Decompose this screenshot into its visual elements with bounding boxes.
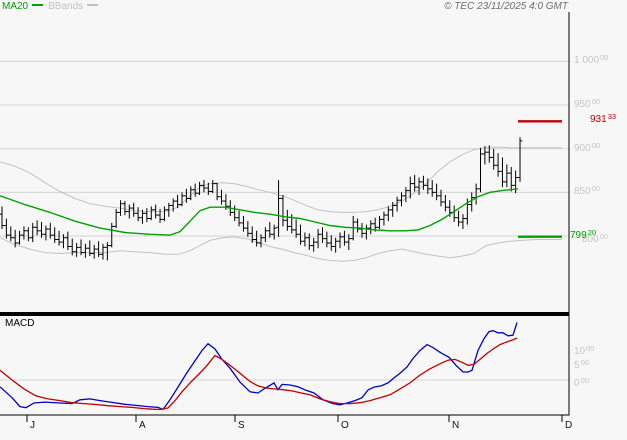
ma20-legend-label: MA20 <box>2 1 29 12</box>
bollinger-band-line <box>0 236 562 262</box>
bollinger-band-line <box>0 146 562 213</box>
price-axis-label: 95000 <box>574 97 601 111</box>
month-axis-label: D <box>565 420 573 431</box>
macd-axis-label: 000 <box>574 376 589 389</box>
price-axis-label: 80000 <box>582 232 609 245</box>
price-axis-label: 90000 <box>574 140 601 154</box>
price-axis-label: 1 00000 <box>574 53 609 67</box>
month-axis-label: N <box>452 420 460 431</box>
ohlc-bars <box>0 137 523 261</box>
month-axis-label: S <box>238 420 245 431</box>
macd-line <box>0 322 518 411</box>
panel-separator <box>0 312 569 316</box>
macd-signal-line <box>0 337 518 411</box>
support-level-label: 79920 <box>570 227 597 241</box>
resistance-level-label: 93133 <box>590 112 617 126</box>
month-axis-label: J <box>30 420 35 431</box>
macd-panel-label: MACD <box>5 318 35 329</box>
chart-legend: MA20 BBands <box>2 1 103 13</box>
month-axis-label: O <box>341 420 349 431</box>
bbands-legend-swatch <box>87 4 99 6</box>
ma20-line <box>0 188 519 236</box>
bbands-legend-label: BBands <box>48 1 84 12</box>
price-axis-label: 85000 <box>574 184 601 198</box>
copyright-text: © TEC 23/11/2025 4:0 GMT <box>444 1 568 12</box>
macd-axis-label: 500 <box>574 358 589 372</box>
ma20-legend-swatch <box>32 4 44 6</box>
macd-axis-label: 1000 <box>574 343 595 357</box>
month-axis-label: A <box>139 420 146 431</box>
